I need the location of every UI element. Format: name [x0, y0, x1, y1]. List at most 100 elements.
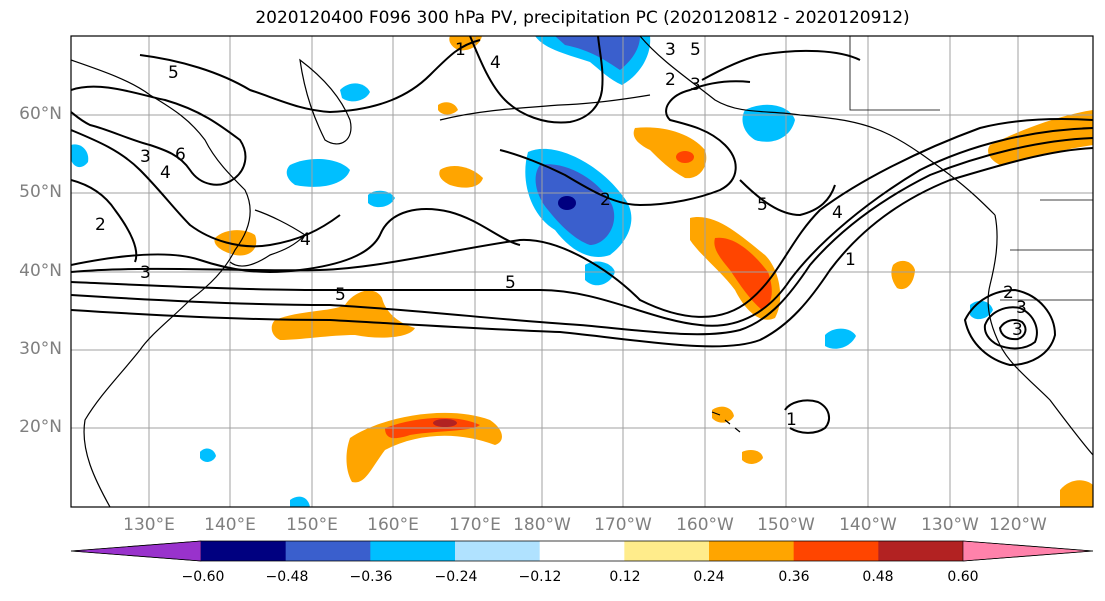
coastline-kamchatka — [299, 58, 352, 145]
pos-anomaly-gulf-alaska — [633, 127, 707, 179]
contour-label-22: 3 — [1012, 320, 1023, 340]
plot-frame — [70, 35, 1094, 508]
contour-label-3: 2 — [95, 215, 106, 235]
coastline-aleutians — [439, 94, 651, 121]
contour-label-12: 2 — [600, 190, 611, 210]
contour-label-11: 5 — [505, 273, 516, 293]
contour-label-5: 4 — [160, 163, 171, 183]
lat-label-60n: 60°N — [19, 104, 62, 124]
lat-label-40n: 40°N — [19, 261, 62, 281]
colorbar-segment — [793, 541, 879, 561]
colorbar — [70, 540, 1094, 562]
contour-label-16: 3 — [690, 75, 701, 95]
map-title: 2020120400 F096 300 hPa PV, precipitatio… — [255, 8, 910, 28]
pv-contour-13 — [739, 179, 836, 217]
lon-label-150e: 150°E — [286, 515, 338, 535]
coastline-asia — [71, 59, 251, 507]
colorbar-outline — [70, 540, 1094, 562]
pos-anomaly-subtropical-max — [433, 419, 457, 427]
pos-anomaly-small-5 — [712, 406, 734, 423]
colorbar-tick-10: 0.60 — [947, 569, 979, 585]
colorbar-segment — [878, 541, 964, 561]
contour-label-2: 3 — [140, 147, 151, 167]
contour-label-8: 5 — [335, 285, 346, 305]
colorbar-tick-7: 0.24 — [693, 569, 725, 585]
neg-anomaly-small-7 — [290, 496, 310, 507]
colorbar-tick-3: −0.36 — [349, 569, 393, 585]
pos-anomaly-gulf-alaska-core — [676, 151, 694, 163]
pv-contour-11 — [499, 80, 751, 207]
pv-contours — [71, 36, 1093, 434]
pv-contour-4 — [71, 147, 1093, 348]
coastlines — [71, 36, 1093, 507]
pv-contour-15 — [983, 306, 1038, 350]
coastline-hawaii — [711, 411, 741, 433]
neg-anomaly-okhotsk-west — [286, 158, 350, 187]
coastline-japan — [229, 209, 306, 267]
lon-label-130e: 130°E — [123, 515, 175, 535]
contour-label-1: 5 — [168, 63, 179, 83]
lon-label-160e: 160°E — [367, 515, 419, 535]
neg-anomaly-small-5 — [200, 448, 216, 462]
lat-label-50n: 50°N — [19, 182, 62, 202]
colorbar-tick-2: −0.48 — [265, 569, 309, 585]
pv-contour-10 — [469, 36, 604, 124]
contour-label-14: 5 — [690, 40, 701, 60]
colorbar-tick-6: 0.12 — [609, 569, 641, 585]
lat-label-30n: 30°N — [19, 339, 62, 359]
lon-label-150w: 150°W — [757, 515, 815, 535]
colorbar-tick-1: −0.60 — [181, 569, 225, 585]
neg-anomaly-central-pacific-max — [558, 196, 576, 210]
pv-contour-6 — [71, 85, 247, 186]
lon-label-130w: 130°W — [921, 515, 979, 535]
pv-contour-16 — [998, 319, 1027, 341]
contour-label-4: 6 — [175, 145, 186, 165]
contour-label-18: 4 — [832, 203, 843, 223]
pv-contour-14 — [963, 288, 1057, 367]
colorbar-segment — [709, 541, 795, 561]
colorbar-segment — [539, 541, 625, 561]
contour-label-19: 5 — [757, 195, 768, 215]
neg-anomaly-small-6 — [71, 144, 89, 168]
pos-anomaly-japan — [214, 230, 257, 256]
precip-shading — [71, 36, 1093, 507]
pos-anomaly-small-4 — [1060, 480, 1093, 507]
colorbar-segment — [201, 541, 287, 561]
contour-labels: 5 3 2 6 4 3 4 5 1 4 5 2 3 5 2 3 1 4 5 2 … — [95, 40, 1027, 430]
neg-anomaly-bering-core — [555, 36, 640, 70]
colorbar-tick-9: 0.48 — [862, 569, 894, 585]
lon-label-170e: 170°E — [449, 515, 501, 535]
pv-contour-2 — [71, 127, 1093, 327]
pv-contour-1 — [71, 117, 1093, 318]
contour-label-20: 2 — [1003, 283, 1014, 303]
lon-label-120w: 120°W — [989, 515, 1047, 535]
neg-anomaly-small-2 — [585, 261, 615, 286]
pv-contour-8 — [71, 179, 138, 263]
pv-contour-5 — [71, 208, 521, 273]
colorbar-segment — [285, 541, 371, 561]
colorbar-tick-5: −0.12 — [518, 569, 562, 585]
borders — [849, 36, 1093, 301]
lon-label-170w: 170°W — [594, 515, 652, 535]
pv-contour-17 — [784, 399, 831, 434]
contour-label-17: 1 — [845, 250, 856, 270]
neg-anomaly-small-1 — [368, 190, 395, 208]
contour-label-9: 1 — [455, 40, 466, 60]
coastline-alaska — [639, 36, 996, 216]
colorbar-segment — [624, 541, 710, 561]
contour-label-6: 3 — [140, 263, 151, 283]
neg-anomaly-alaska — [742, 104, 795, 142]
pv-contour-12 — [701, 49, 861, 81]
lat-label-20n: 20°N — [19, 417, 62, 437]
colorbar-extend-low — [70, 540, 202, 562]
graticule — [71, 36, 1093, 507]
contour-label-21: 3 — [1016, 298, 1027, 318]
contour-label-7: 4 — [300, 230, 311, 250]
colorbar-segment — [455, 541, 541, 561]
contour-label-23: 1 — [786, 410, 797, 430]
lon-label-180w: 180°W — [513, 515, 571, 535]
colorbar-extend-high — [962, 540, 1094, 562]
pos-anomaly-west-pacific — [271, 290, 415, 340]
pos-anomaly-small-1 — [439, 166, 483, 188]
